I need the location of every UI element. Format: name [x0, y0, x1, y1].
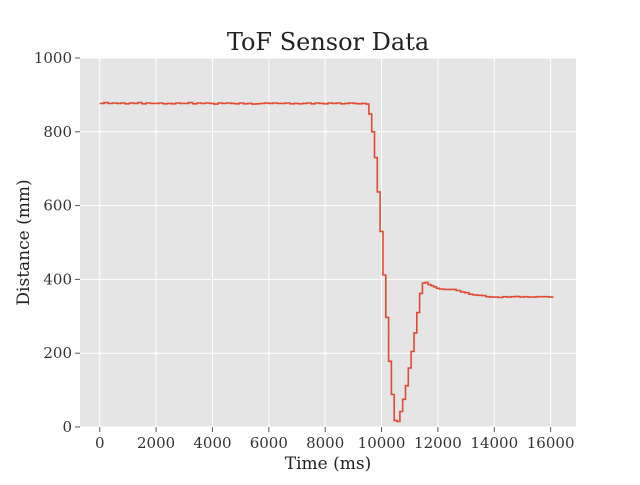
x-tick-label: 12000	[414, 434, 462, 452]
x-tick-label: 0	[95, 434, 105, 452]
grid-lines	[80, 57, 576, 428]
x-tick-label: 8000	[306, 434, 344, 452]
plot-background	[80, 58, 576, 427]
y-tick-label: 0	[62, 418, 72, 436]
x-tick-label: 6000	[250, 434, 288, 452]
chart-title: ToF Sensor Data	[227, 28, 429, 56]
x-tick-label: 4000	[193, 434, 231, 452]
x-axis-label: Time (ms)	[285, 454, 371, 474]
x-tick-label: 14000	[470, 434, 518, 452]
x-tick-label: 2000	[137, 434, 175, 452]
y-tick-label: 1000	[34, 49, 72, 67]
series-line	[99, 101, 554, 423]
y-tick-label: 400	[43, 270, 72, 288]
x-tick-label: 16000	[527, 434, 575, 452]
y-tick-label: 800	[43, 123, 72, 141]
series-layer	[99, 101, 554, 423]
x-tick-label: 10000	[358, 434, 406, 452]
y-tick-label: 600	[43, 197, 72, 215]
y-axis-label: Distance (mm)	[14, 179, 34, 305]
y-tick-label: 200	[43, 344, 72, 362]
axes: 0 2000 4000 6000 8000 10000 12000 14000 16000 0 20…	[34, 49, 575, 452]
